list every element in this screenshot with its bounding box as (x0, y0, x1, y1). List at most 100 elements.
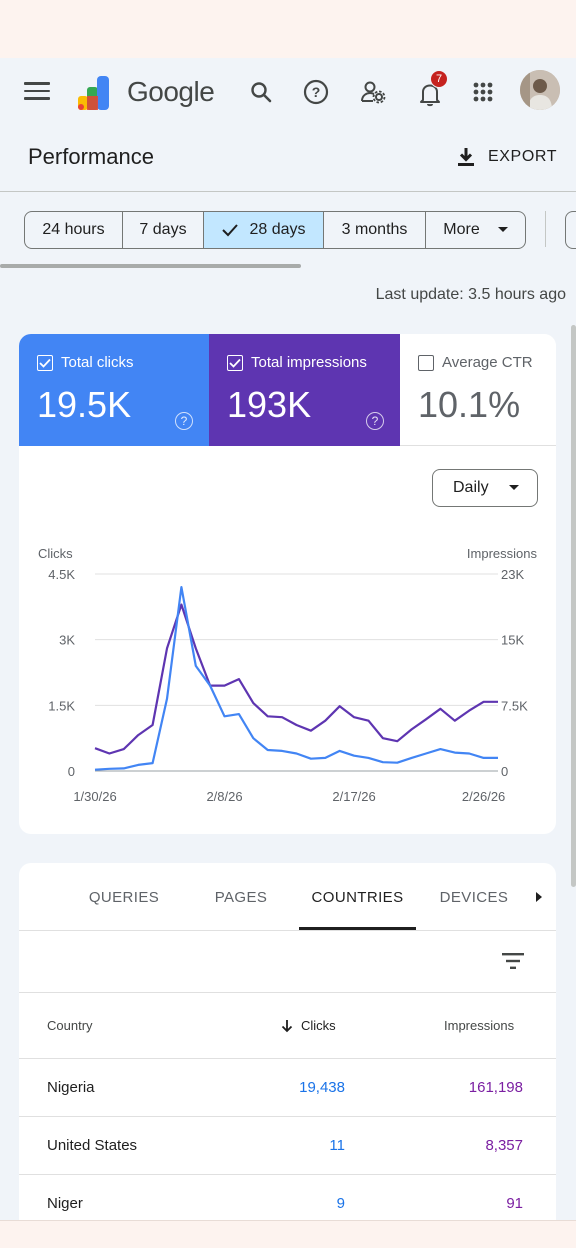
tabs-next-arrow-icon[interactable] (529, 885, 549, 909)
horizontal-scroll-indicator[interactable] (0, 264, 301, 268)
navigation-bar (0, 1220, 576, 1248)
table-row[interactable]: Nigeria 19,438 161,198 (19, 1059, 556, 1117)
help-icon[interactable]: ? (366, 412, 384, 430)
header-divider (0, 191, 576, 192)
tab-countries[interactable]: COUNTRIES (299, 863, 416, 931)
metric-average-ctr[interactable]: Average CTR 10.1% (400, 334, 556, 446)
search-icon[interactable] (243, 74, 279, 110)
status-bar (0, 0, 576, 58)
metric-label: Total clicks (61, 354, 134, 371)
clicks-cell: 9 (336, 1195, 345, 1212)
last-update-text: Last update: 3.5 hours ago (375, 286, 566, 303)
help-icon[interactable]: ? (175, 412, 193, 430)
search-console-logo (78, 76, 109, 110)
date-range-selector: 24 hours 7 days 28 days 3 months More (24, 211, 526, 249)
column-header-label: Clicks (301, 1018, 336, 1033)
range-label: More (443, 221, 480, 238)
table-row[interactable]: United States 11 8,357 (19, 1117, 556, 1175)
left-tick-label: 3K (59, 633, 75, 648)
metric-label: Total impressions (251, 354, 367, 371)
menu-icon[interactable] (24, 82, 50, 102)
notification-badge: 7 (430, 70, 448, 88)
account-avatar[interactable] (520, 70, 560, 110)
dropdown-arrow-icon (497, 227, 508, 232)
granularity-dropdown[interactable]: Daily (432, 469, 538, 507)
breakdown-tabs: QUERIES PAGES COUNTRIES DEVICES (19, 863, 556, 931)
export-label: EXPORT (488, 148, 558, 165)
tab-label: QUERIES (88, 888, 160, 906)
metric-value: 193K (227, 384, 312, 425)
tab-label: COUNTRIES (311, 888, 404, 906)
chip-separator (545, 211, 546, 247)
breakdown-table-card: QUERIES PAGES COUNTRIES DEVICES Country … (19, 863, 556, 1243)
metric-value: 19.5K (37, 384, 132, 425)
left-tick-label: 0 (68, 764, 75, 779)
table-header: Country Clicks Impressions (19, 993, 556, 1059)
active-tab-indicator (299, 927, 416, 930)
notifications-icon[interactable] (412, 76, 448, 112)
series-line-impressions (94, 603, 498, 755)
x-tick-label: 2/17/26 (332, 789, 375, 804)
tab-queries[interactable]: QUERIES (69, 863, 179, 931)
filter-icon[interactable] (499, 947, 527, 975)
right-tick-label: 15K (501, 633, 524, 648)
right-tick-label: 0 (501, 764, 508, 779)
series-line-clicks (94, 585, 498, 771)
checkbox-icon (37, 354, 53, 371)
sort-descending-icon (281, 1019, 293, 1032)
help-icon[interactable]: ? (298, 74, 334, 110)
export-button[interactable]: EXPORT (454, 142, 557, 172)
range-label: 3 months (341, 221, 408, 238)
x-tick-label: 2/26/26 (462, 789, 505, 804)
table-filter-row (19, 931, 556, 993)
google-logo-text: Google (127, 76, 215, 107)
column-header-clicks[interactable]: Clicks (281, 1018, 336, 1033)
range-label: 28 days (249, 221, 306, 238)
download-icon (458, 148, 474, 166)
range-7-days[interactable]: 7 days (123, 212, 204, 248)
manage-users-icon[interactable] (355, 74, 391, 110)
filter-chip-partial[interactable] (565, 211, 576, 249)
vertical-scrollbar[interactable] (571, 325, 576, 887)
range-3-months[interactable]: 3 months (324, 212, 426, 248)
impressions-cell: 161,198 (468, 1079, 523, 1096)
clicks-cell: 19,438 (299, 1079, 345, 1096)
tab-pages[interactable]: PAGES (189, 863, 293, 931)
left-axis-title: Clicks (38, 546, 73, 561)
tab-devices[interactable]: DEVICES (424, 863, 524, 931)
granularity-label: Daily (453, 479, 489, 496)
range-28-days[interactable]: 28 days (204, 212, 324, 248)
column-header-impressions[interactable]: Impressions (444, 1018, 515, 1033)
metric-value: 10.1% (418, 384, 521, 425)
x-tick-label: 1/30/26 (73, 789, 116, 804)
dropdown-arrow-icon (509, 485, 519, 490)
top-app-bar: Google ? 7 (0, 58, 576, 130)
range-24-hours[interactable]: 24 hours (25, 212, 123, 248)
range-label: 24 hours (42, 221, 105, 238)
country-cell: United States (47, 1137, 138, 1154)
performance-line-chart: Clicks Impressions 4.5K 23K 3K 15K 1.5K 7.5K 0 0 1… (38, 546, 538, 804)
range-label: 7 days (139, 221, 187, 238)
right-tick-label: 23K (501, 567, 524, 582)
range-more[interactable]: More (426, 212, 525, 248)
apps-grid-icon[interactable] (465, 74, 501, 110)
svg-text:?: ? (312, 84, 321, 100)
performance-chart-card: Total clicks 19.5K ? Total impressions 1… (19, 334, 556, 834)
metric-total-clicks[interactable]: Total clicks 19.5K ? (19, 334, 209, 446)
right-tick-label: 7.5K (501, 698, 528, 713)
metric-label: Average CTR (442, 354, 533, 371)
clicks-cell: 11 (329, 1137, 345, 1154)
column-header-country[interactable]: Country (47, 1018, 93, 1033)
country-cell: Niger (47, 1195, 83, 1212)
checkbox-icon (418, 354, 434, 371)
tab-label: DEVICES (439, 888, 509, 906)
country-cell: Nigeria (47, 1079, 95, 1096)
checkbox-icon (227, 354, 243, 371)
left-tick-label: 1.5K (48, 698, 75, 713)
impressions-cell: 8,357 (485, 1137, 523, 1154)
left-tick-label: 4.5K (48, 567, 75, 582)
impressions-cell: 91 (506, 1195, 523, 1212)
right-axis-title: Impressions (467, 546, 538, 561)
x-tick-label: 2/8/26 (206, 789, 242, 804)
metric-total-impressions[interactable]: Total impressions 193K ? (209, 334, 400, 446)
